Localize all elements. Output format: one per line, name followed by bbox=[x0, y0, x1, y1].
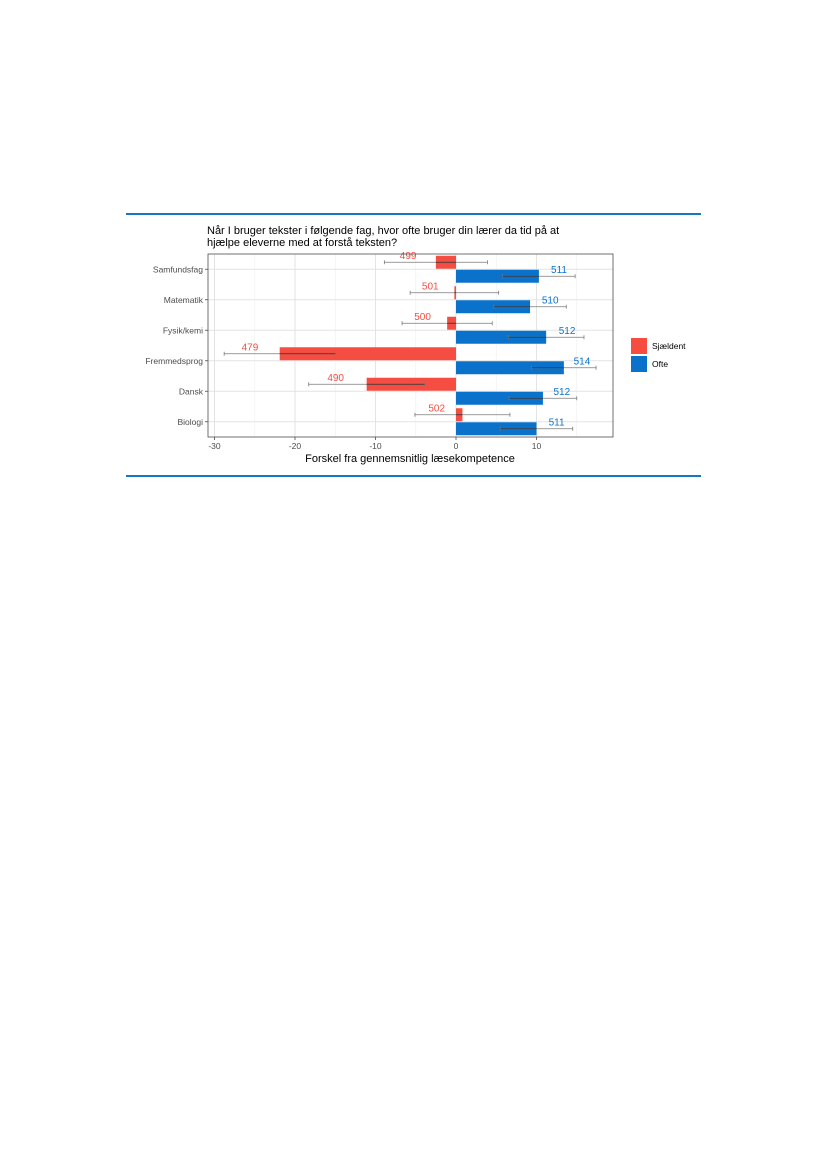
data-label: 514 bbox=[574, 356, 591, 367]
data-labels: 499 501 500 479 490 502 511 510 512 514 512 511 bbox=[242, 251, 591, 429]
y-tick-label: Fremmedsprog bbox=[145, 356, 203, 366]
data-label: 510 bbox=[542, 295, 559, 306]
legend-swatch bbox=[631, 356, 647, 372]
data-label: 511 bbox=[551, 265, 567, 276]
data-label: 511 bbox=[549, 417, 565, 428]
x-tick-label: -30 bbox=[208, 441, 221, 451]
y-tick-label: Dansk bbox=[179, 386, 204, 396]
error-bars bbox=[223, 260, 597, 431]
data-label: 501 bbox=[422, 281, 439, 292]
plot-border bbox=[207, 253, 614, 438]
data-label: 512 bbox=[559, 326, 576, 337]
x-tick-label: 0 bbox=[454, 441, 459, 451]
bar bbox=[456, 269, 539, 283]
x-tick-label: -10 bbox=[369, 441, 382, 451]
bottom-rule bbox=[126, 475, 701, 477]
bar bbox=[279, 347, 456, 361]
chart-title: Når I bruger tekster i følgende fag, hvo… bbox=[207, 225, 607, 249]
legend: Sjældent Ofte bbox=[631, 338, 686, 372]
legend-label: Sjældent bbox=[652, 341, 686, 351]
x-tick-label: 10 bbox=[532, 441, 542, 451]
legend-label: Ofte bbox=[652, 359, 668, 369]
x-axis-label: Forskel fra gennemsnitlig læsekompetence bbox=[305, 453, 515, 465]
bar bbox=[456, 422, 537, 436]
y-tick-label: Fysik/kemi bbox=[163, 325, 203, 335]
y-tick-label: Matematik bbox=[164, 295, 204, 305]
x-tick-label: -20 bbox=[289, 441, 302, 451]
data-label: 502 bbox=[428, 403, 445, 414]
data-label: 512 bbox=[554, 387, 571, 398]
top-rule bbox=[126, 213, 701, 215]
y-tick-label: Samfundsfag bbox=[153, 264, 203, 274]
legend-swatch bbox=[631, 338, 647, 354]
data-label: 479 bbox=[242, 342, 259, 353]
y-tick-label: Biologi bbox=[177, 417, 203, 427]
data-label: 490 bbox=[327, 373, 344, 384]
axes: Samfundsfag Matematik Fysik/kemi Fremmedspr… bbox=[145, 253, 614, 451]
data-label: 500 bbox=[414, 312, 431, 323]
bar bbox=[456, 330, 547, 344]
bar bbox=[456, 391, 543, 405]
chart-title-line-1: Når I bruger tekster i følgende fag, hvo… bbox=[207, 225, 560, 237]
bar bbox=[456, 300, 531, 314]
chart-title-line-2: hjælpe eleverne med at forstå teksten? bbox=[207, 237, 398, 249]
plot-panel bbox=[208, 254, 613, 437]
bar bbox=[456, 361, 564, 375]
data-label: 499 bbox=[400, 251, 417, 262]
grid bbox=[208, 254, 613, 437]
